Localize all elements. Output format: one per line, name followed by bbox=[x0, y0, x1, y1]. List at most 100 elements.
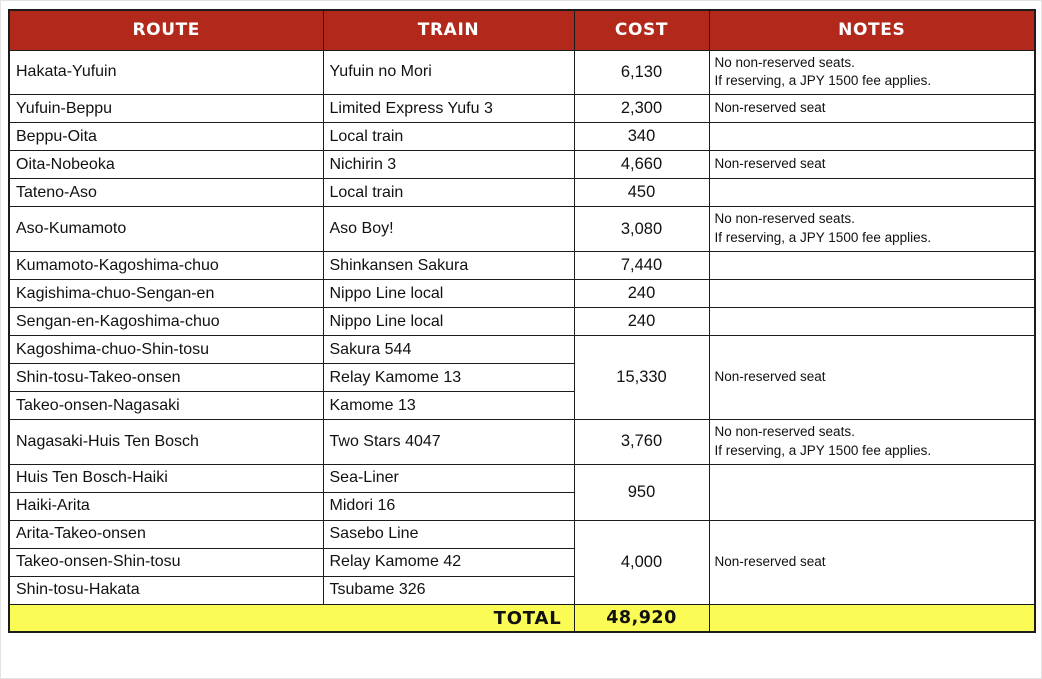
note-line: If reserving, a JPY 1500 fee applies. bbox=[714, 442, 932, 458]
note-line: No non-reserved seats. bbox=[714, 54, 855, 70]
train-cell: Nichirin 3 bbox=[322, 150, 575, 180]
note-line: If reserving, a JPY 1500 fee applies. bbox=[714, 230, 932, 246]
train-cell: Shinkansen Sakura bbox=[322, 251, 575, 281]
table-row: Nagasaki-Huis Ten Bosch Two Stars 4047 3,7… bbox=[8, 419, 1036, 465]
header-row: ROUTE TRAIN COST NOTES bbox=[8, 9, 1036, 51]
route-cell: Nagasaki-Huis Ten Bosch bbox=[8, 419, 324, 465]
column-header-route: ROUTE bbox=[8, 9, 324, 51]
table-row: Takeo-onsen-Nagasaki Kamome 13 bbox=[8, 391, 1035, 421]
route-cell: Takeo-onsen-Nagasaki bbox=[8, 391, 324, 421]
note-line: No non-reserved seats. bbox=[714, 211, 855, 227]
note-line: Non-reserved seat bbox=[714, 156, 826, 172]
notes-cell: No non-reserved seats. If reserving, a JP… bbox=[708, 419, 1036, 465]
route-cell: Beppu-Oita bbox=[8, 122, 324, 152]
cost-cell: 240 bbox=[573, 279, 710, 309]
train-cell: Midori 16 bbox=[322, 491, 575, 521]
route-cell: Huis Ten Bosch-Haiki bbox=[8, 463, 324, 493]
notes-cell bbox=[708, 178, 1036, 208]
train-cell: Nippo Line local bbox=[322, 279, 575, 309]
cost-cell: 450 bbox=[573, 178, 710, 208]
route-cell: Kumamoto-Kagoshima-chuo bbox=[8, 251, 324, 281]
cost-cell: 240 bbox=[573, 307, 710, 337]
notes-cell: Non-reserved seat bbox=[708, 94, 1036, 124]
notes-cell: Non-reserved seat bbox=[708, 335, 1036, 421]
cost-cell: 3,080 bbox=[573, 206, 710, 253]
total-notes-cell bbox=[708, 603, 1036, 633]
train-cell: Sasebo Line bbox=[322, 519, 575, 549]
cost-cell: 7,440 bbox=[573, 251, 710, 281]
route-cell: Arita-Takeo-onsen bbox=[8, 519, 324, 549]
table-row: Takeo-onsen-Shin-tosu Relay Kamome 42 bbox=[8, 547, 1035, 577]
column-header-cost: COST bbox=[573, 9, 710, 51]
table-row: Tateno-Aso Local train 450 bbox=[8, 178, 1036, 208]
route-cell: Shin-tosu-Hakata bbox=[8, 575, 324, 605]
train-cell: Local train bbox=[322, 122, 575, 152]
note-line: If reserving, a JPY 1500 fee applies. bbox=[714, 73, 932, 89]
notes-cell: No non-reserved seats. If reserving, a JP… bbox=[708, 206, 1036, 253]
table-row: Huis Ten Bosch-Haiki Sea-Liner 950 bbox=[8, 463, 1036, 521]
train-cell: Aso Boy! bbox=[322, 206, 575, 253]
cost-cell: 4,660 bbox=[573, 150, 710, 180]
table-row: Shin-tosu-Takeo-onsen Relay Kamome 13 bbox=[8, 363, 1035, 393]
total-value-cell: 48,920 bbox=[573, 603, 710, 633]
table-row: Kagishima-chuo-Sengan-en Nippo Line local… bbox=[8, 279, 1036, 309]
total-label-cell: TOTAL bbox=[8, 603, 575, 633]
cost-cell: 3,760 bbox=[573, 419, 710, 465]
notes-cell: Non-reserved seat bbox=[708, 150, 1036, 180]
notes-cell bbox=[708, 463, 1036, 521]
notes-cell: No non-reserved seats. If reserving, a JP… bbox=[708, 49, 1036, 96]
notes-cell: Non-reserved seat bbox=[708, 519, 1036, 605]
train-cell: Local train bbox=[322, 178, 575, 208]
table-row: Arita-Takeo-onsen Sasebo Line 4,000 Non-res… bbox=[8, 519, 1036, 605]
note-line: Non-reserved seat bbox=[714, 553, 826, 569]
train-cost-table: ROUTE TRAIN COST NOTES Hakata-Yufuin Yufu… bbox=[8, 9, 1036, 634]
table-row: Shin-tosu-Hakata Tsubame 326 bbox=[8, 575, 1035, 605]
train-cell: Kamome 13 bbox=[322, 391, 575, 421]
train-cell: Relay Kamome 42 bbox=[322, 547, 575, 577]
train-cell: Sea-Liner bbox=[322, 463, 575, 493]
note-line: Non-reserved seat bbox=[714, 369, 826, 385]
cost-cell: 4,000 bbox=[573, 519, 710, 605]
cost-cell: 2,300 bbox=[573, 94, 710, 124]
route-cell: Yufuin-Beppu bbox=[8, 94, 324, 124]
train-cell: Two Stars 4047 bbox=[322, 419, 575, 465]
route-cell: Haiki-Arita bbox=[8, 491, 324, 521]
notes-cell bbox=[708, 251, 1036, 281]
notes-cell bbox=[708, 122, 1036, 152]
table-row: Oita-Nobeoka Nichirin 3 4,660 Non-reserved … bbox=[8, 150, 1036, 180]
note-line: Non-reserved seat bbox=[714, 100, 826, 116]
cost-cell: 6,130 bbox=[573, 49, 710, 96]
route-cell: Kagoshima-chuo-Shin-tosu bbox=[8, 335, 324, 365]
cost-cell: 340 bbox=[573, 122, 710, 152]
table-row: Beppu-Oita Local train 340 bbox=[8, 122, 1036, 152]
route-cell: Aso-Kumamoto bbox=[8, 206, 324, 253]
table-row: Aso-Kumamoto Aso Boy! 3,080 No non-reserved… bbox=[8, 206, 1036, 253]
note-line: No non-reserved seats. bbox=[714, 424, 855, 440]
route-cell: Tateno-Aso bbox=[8, 178, 324, 208]
column-header-train: TRAIN bbox=[322, 9, 575, 51]
table-row: Sengan-en-Kagoshima-chuo Nippo Line local… bbox=[8, 307, 1036, 337]
notes-cell bbox=[708, 307, 1036, 337]
table-header: ROUTE TRAIN COST NOTES bbox=[8, 9, 1036, 51]
table-row: Haiki-Arita Midori 16 bbox=[8, 491, 1035, 521]
cost-cell: 15,330 bbox=[573, 335, 710, 421]
cost-cell: 950 bbox=[573, 463, 710, 521]
table-footer: TOTAL 48,920 bbox=[8, 603, 1036, 633]
route-cell: Sengan-en-Kagoshima-chuo bbox=[8, 307, 324, 337]
train-cell: Yufuin no Mori bbox=[322, 49, 575, 96]
table-row: Kagoshima-chuo-Shin-tosu Sakura 544 15,330… bbox=[8, 335, 1036, 421]
train-cell: Limited Express Yufu 3 bbox=[322, 94, 575, 124]
column-header-notes: NOTES bbox=[708, 9, 1036, 51]
train-cell: Tsubame 326 bbox=[322, 575, 575, 605]
table-row: Kumamoto-Kagoshima-chuo Shinkansen Sakura… bbox=[8, 251, 1036, 281]
table-row: Yufuin-Beppu Limited Express Yufu 3 2,300 N… bbox=[8, 94, 1036, 124]
train-cell: Sakura 544 bbox=[322, 335, 575, 365]
route-cell: Hakata-Yufuin bbox=[8, 49, 324, 96]
train-cell: Relay Kamome 13 bbox=[322, 363, 575, 393]
route-cell: Takeo-onsen-Shin-tosu bbox=[8, 547, 324, 577]
route-cell: Oita-Nobeoka bbox=[8, 150, 324, 180]
train-cell: Nippo Line local bbox=[322, 307, 575, 337]
route-cell: Shin-tosu-Takeo-onsen bbox=[8, 363, 324, 393]
table-body: Hakata-Yufuin Yufuin no Mori 6,130 No non-r… bbox=[8, 49, 1036, 605]
